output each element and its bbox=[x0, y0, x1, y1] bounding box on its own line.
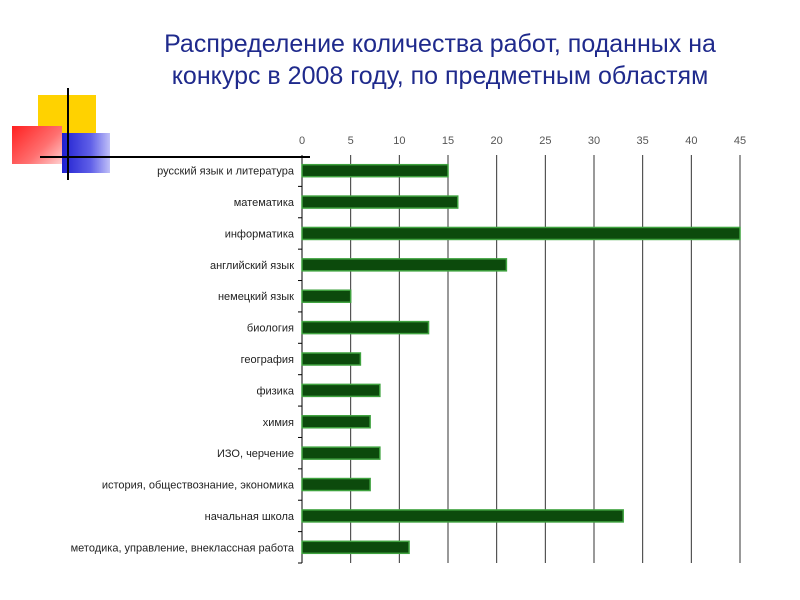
category-label: история, обществознание, экономика bbox=[102, 480, 295, 492]
bar bbox=[301, 352, 362, 366]
bar bbox=[301, 226, 741, 241]
category-label: начальная школа bbox=[205, 511, 295, 523]
x-tick-label: 30 bbox=[588, 135, 600, 147]
x-tick-label: 15 bbox=[442, 135, 454, 147]
category-label: ИЗО, черчение bbox=[217, 448, 294, 460]
bar bbox=[301, 446, 381, 460]
bar bbox=[301, 195, 459, 209]
slide-logo bbox=[0, 0, 310, 190]
bar bbox=[301, 258, 508, 272]
category-label: химия bbox=[263, 417, 294, 429]
x-tick-label: 35 bbox=[637, 135, 649, 147]
x-tick-label: 10 bbox=[393, 135, 405, 147]
category-label: информатика bbox=[225, 228, 295, 240]
slide-title-line-1: Распределение количества работ, поданных… bbox=[164, 30, 716, 58]
bar bbox=[301, 163, 449, 178]
bar bbox=[301, 320, 430, 335]
x-tick-label: 5 bbox=[348, 135, 354, 147]
category-label: физика bbox=[256, 385, 294, 397]
bar bbox=[301, 289, 352, 303]
bar bbox=[301, 477, 371, 492]
bar bbox=[301, 509, 624, 523]
category-label: английский язык bbox=[210, 260, 294, 272]
category-label: методика, управление, внеклассная работа bbox=[71, 542, 295, 554]
category-label: география bbox=[241, 354, 294, 366]
bar bbox=[301, 540, 410, 555]
x-tick-label: 45 bbox=[734, 135, 746, 147]
category-label: математика bbox=[234, 197, 295, 209]
slide-title-line-2: конкурс в 2008 году, по предметным облас… bbox=[171, 62, 709, 90]
bar bbox=[301, 383, 381, 398]
x-tick-label: 20 bbox=[491, 135, 503, 147]
logo-vertical-line bbox=[67, 88, 69, 180]
logo-horizontal-line bbox=[40, 156, 310, 158]
bar bbox=[301, 415, 371, 429]
category-label: русский язык и литература bbox=[157, 166, 295, 178]
x-tick-label: 40 bbox=[685, 135, 697, 147]
slide-title: Распределение количества работ, поданных… bbox=[100, 28, 780, 92]
category-label: биология bbox=[247, 323, 294, 335]
x-tick-label: 0 bbox=[299, 135, 305, 147]
logo-blue-square bbox=[62, 133, 110, 173]
category-label: немецкий язык bbox=[218, 291, 294, 303]
x-tick-label: 25 bbox=[539, 135, 551, 147]
